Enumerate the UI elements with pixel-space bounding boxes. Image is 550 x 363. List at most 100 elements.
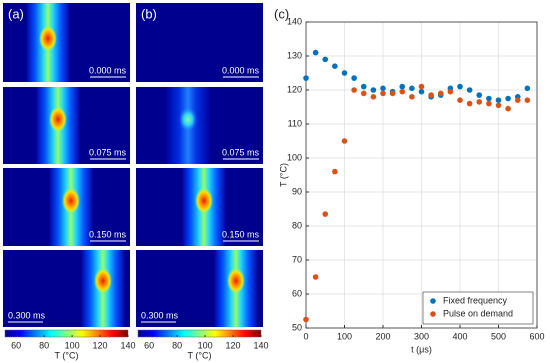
data-point [380,85,386,92]
time-label: 0.300 ms [8,310,46,320]
heatmap-hotspot [62,187,80,214]
legend-marker [430,311,436,317]
time-label: 0.000 ms [222,65,260,75]
x-axis-label: t (μs) [411,344,432,354]
x-tick-label: 100 [337,331,352,341]
y-axis-label: T (°C) [278,163,288,187]
data-point [476,92,483,98]
data-point [409,85,415,92]
data-point [486,100,492,107]
data-point [332,63,338,69]
heatmap-hotspot [39,25,57,52]
time-label: 0.150 ms [222,229,260,239]
colorbar-tick-label: 140 [120,340,135,350]
data-point [370,94,377,100]
data-point [437,90,444,97]
data-point [303,75,309,81]
data-point [466,100,473,107]
x-tick-label: 200 [375,331,390,341]
data-point [457,97,463,103]
colorbar-tick-label: 60 [11,340,21,350]
colorbar-tick-label: 140 [253,340,268,350]
data-point [495,102,502,109]
data-point [514,97,521,103]
data-point [351,87,357,93]
y-tick-label: 90 [292,186,302,196]
data-point [524,85,531,92]
colorbar-tick-label: 120 [226,340,241,350]
data-point [332,168,338,175]
data-point [447,88,454,95]
data-point [312,49,319,56]
data-point [409,94,415,100]
colorbar [137,329,262,338]
time-label: 0.150 ms [89,229,127,239]
legend-box [422,291,534,325]
colorbar-tick-label: 80 [39,340,49,350]
colorbar-tick-label: 60 [144,340,154,350]
colorbar [4,329,129,338]
y-tick-label: 140 [287,16,302,26]
heatmap-hotspot [94,267,112,294]
data-point [303,316,309,323]
legend-marker [430,298,436,304]
data-point [341,70,348,76]
colorbar-label: T (°C) [188,350,212,360]
y-tick-label: 110 [288,118,302,128]
data-point [370,87,377,93]
time-label: 0.300 ms [141,310,179,320]
data-point [418,88,425,95]
data-point [360,90,367,97]
heatmap-spot [179,107,197,132]
x-tick-label: 300 [414,331,429,341]
data-point [360,83,367,90]
panel-label: (a) [8,6,24,21]
data-point [486,95,492,102]
data-point [399,83,406,90]
legend-label: Fixed frequency [443,295,508,305]
y-tick-label: 50 [292,322,302,332]
x-tick-label: 400 [452,331,467,341]
heatmap-hotspot [227,267,245,294]
data-point [505,95,511,102]
data-point [322,211,329,217]
colorbar-tick-label: 100 [198,340,213,350]
data-point [466,87,473,93]
y-tick-label: 130 [287,50,302,60]
colorbar-tick-label: 80 [172,340,182,350]
legend-label: Pulse on demand [443,308,513,318]
data-point [428,92,434,98]
time-label: 0.000 ms [89,65,127,75]
y-tick-label: 100 [287,152,302,162]
data-point [495,97,502,103]
heatmap-background [136,3,263,82]
x-tick-label: 600 [529,331,544,341]
time-label: 0.075 ms [89,147,127,157]
data-point [457,83,463,90]
y-tick-label: 120 [287,84,302,94]
data-point [312,274,319,280]
colorbar-label: T (°C) [55,350,79,360]
data-point [505,105,511,112]
data-point [341,138,348,144]
y-tick-label: 60 [292,288,302,298]
panel-label: (c) [274,6,289,21]
time-label: 0.075 ms [222,147,260,157]
y-tick-label: 80 [292,220,302,230]
data-point [380,90,386,97]
y-tick-label: 70 [292,254,302,264]
data-point [322,56,329,63]
data-point [389,90,396,97]
heatmap-hotspot [195,187,213,214]
data-point [351,75,357,81]
heatmap-hotspot [49,106,67,133]
x-tick-label: 500 [491,331,506,341]
panel-label: (b) [141,6,157,21]
colorbar-tick-label: 120 [93,340,108,350]
data-point [418,83,425,90]
x-tick-label: 0 [303,331,308,341]
data-point [476,99,483,105]
colorbar-tick-label: 100 [65,340,80,350]
data-point [399,88,406,95]
